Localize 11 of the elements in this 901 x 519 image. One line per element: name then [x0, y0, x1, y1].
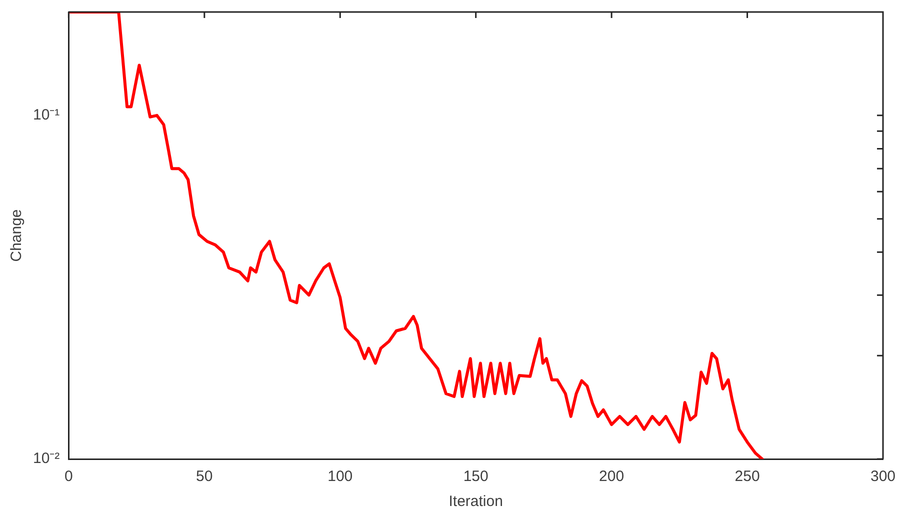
y-tick-label: 10⁻¹ [32, 106, 60, 124]
x-tick-label: 0 [64, 468, 73, 486]
x-tick-label: 50 [196, 468, 213, 486]
x-tick-label: 100 [328, 468, 353, 486]
x-tick-label: 300 [870, 468, 896, 486]
x-tick-label: 250 [734, 468, 760, 486]
y-axis-title: Change [8, 209, 26, 262]
y-tick-label: 10⁻² [32, 450, 60, 468]
x-tick-label: 200 [599, 468, 624, 486]
x-axis-title: Iteration [448, 493, 503, 510]
x-tick-label: 150 [463, 468, 488, 486]
